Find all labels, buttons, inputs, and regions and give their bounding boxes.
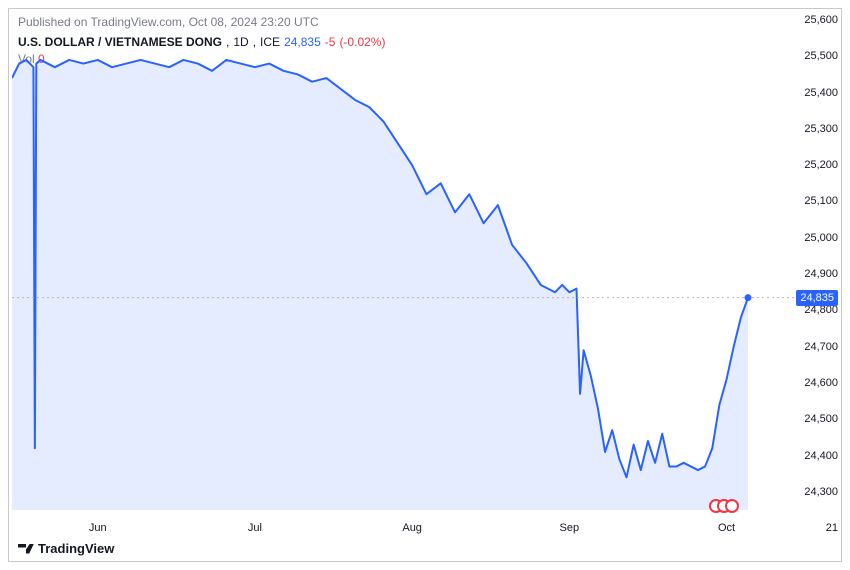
x-axis-right-label: 21: [826, 522, 838, 534]
y-tick: 25,000: [804, 232, 838, 244]
y-axis[interactable]: 25,60025,50025,40025,30025,20025,10025,0…: [794, 20, 838, 510]
x-tick: Sep: [560, 522, 580, 534]
x-tick: Jul: [248, 522, 262, 534]
x-tick: Aug: [402, 522, 422, 534]
y-tick: 24,500: [804, 413, 838, 425]
y-tick: 24,900: [804, 268, 838, 280]
tradingview-logo[interactable]: TradingView: [18, 541, 114, 556]
tradingview-brand-text: TradingView: [38, 541, 114, 556]
y-tick: 25,600: [804, 14, 838, 26]
y-tick: 24,300: [804, 486, 838, 498]
y-tick: 24,700: [804, 341, 838, 353]
y-tick: 25,100: [804, 195, 838, 207]
y-tick: 25,200: [804, 159, 838, 171]
price-flag: 24,835: [796, 290, 838, 306]
x-tick: Oct: [718, 522, 735, 534]
x-tick: Jun: [89, 522, 107, 534]
y-tick: 24,800: [804, 304, 838, 316]
event-icons[interactable]: [709, 499, 739, 513]
x-axis[interactable]: Jun Jul Aug Sep Oct: [12, 520, 798, 534]
event-ring-icon: [725, 499, 739, 513]
y-tick: 25,300: [804, 123, 838, 135]
price-chart[interactable]: [12, 20, 798, 510]
y-tick: 25,400: [804, 87, 838, 99]
y-tick: 25,500: [804, 50, 838, 62]
tradingview-glyph-icon: [18, 544, 34, 554]
y-tick: 24,600: [804, 377, 838, 389]
y-tick: 24,400: [804, 450, 838, 462]
